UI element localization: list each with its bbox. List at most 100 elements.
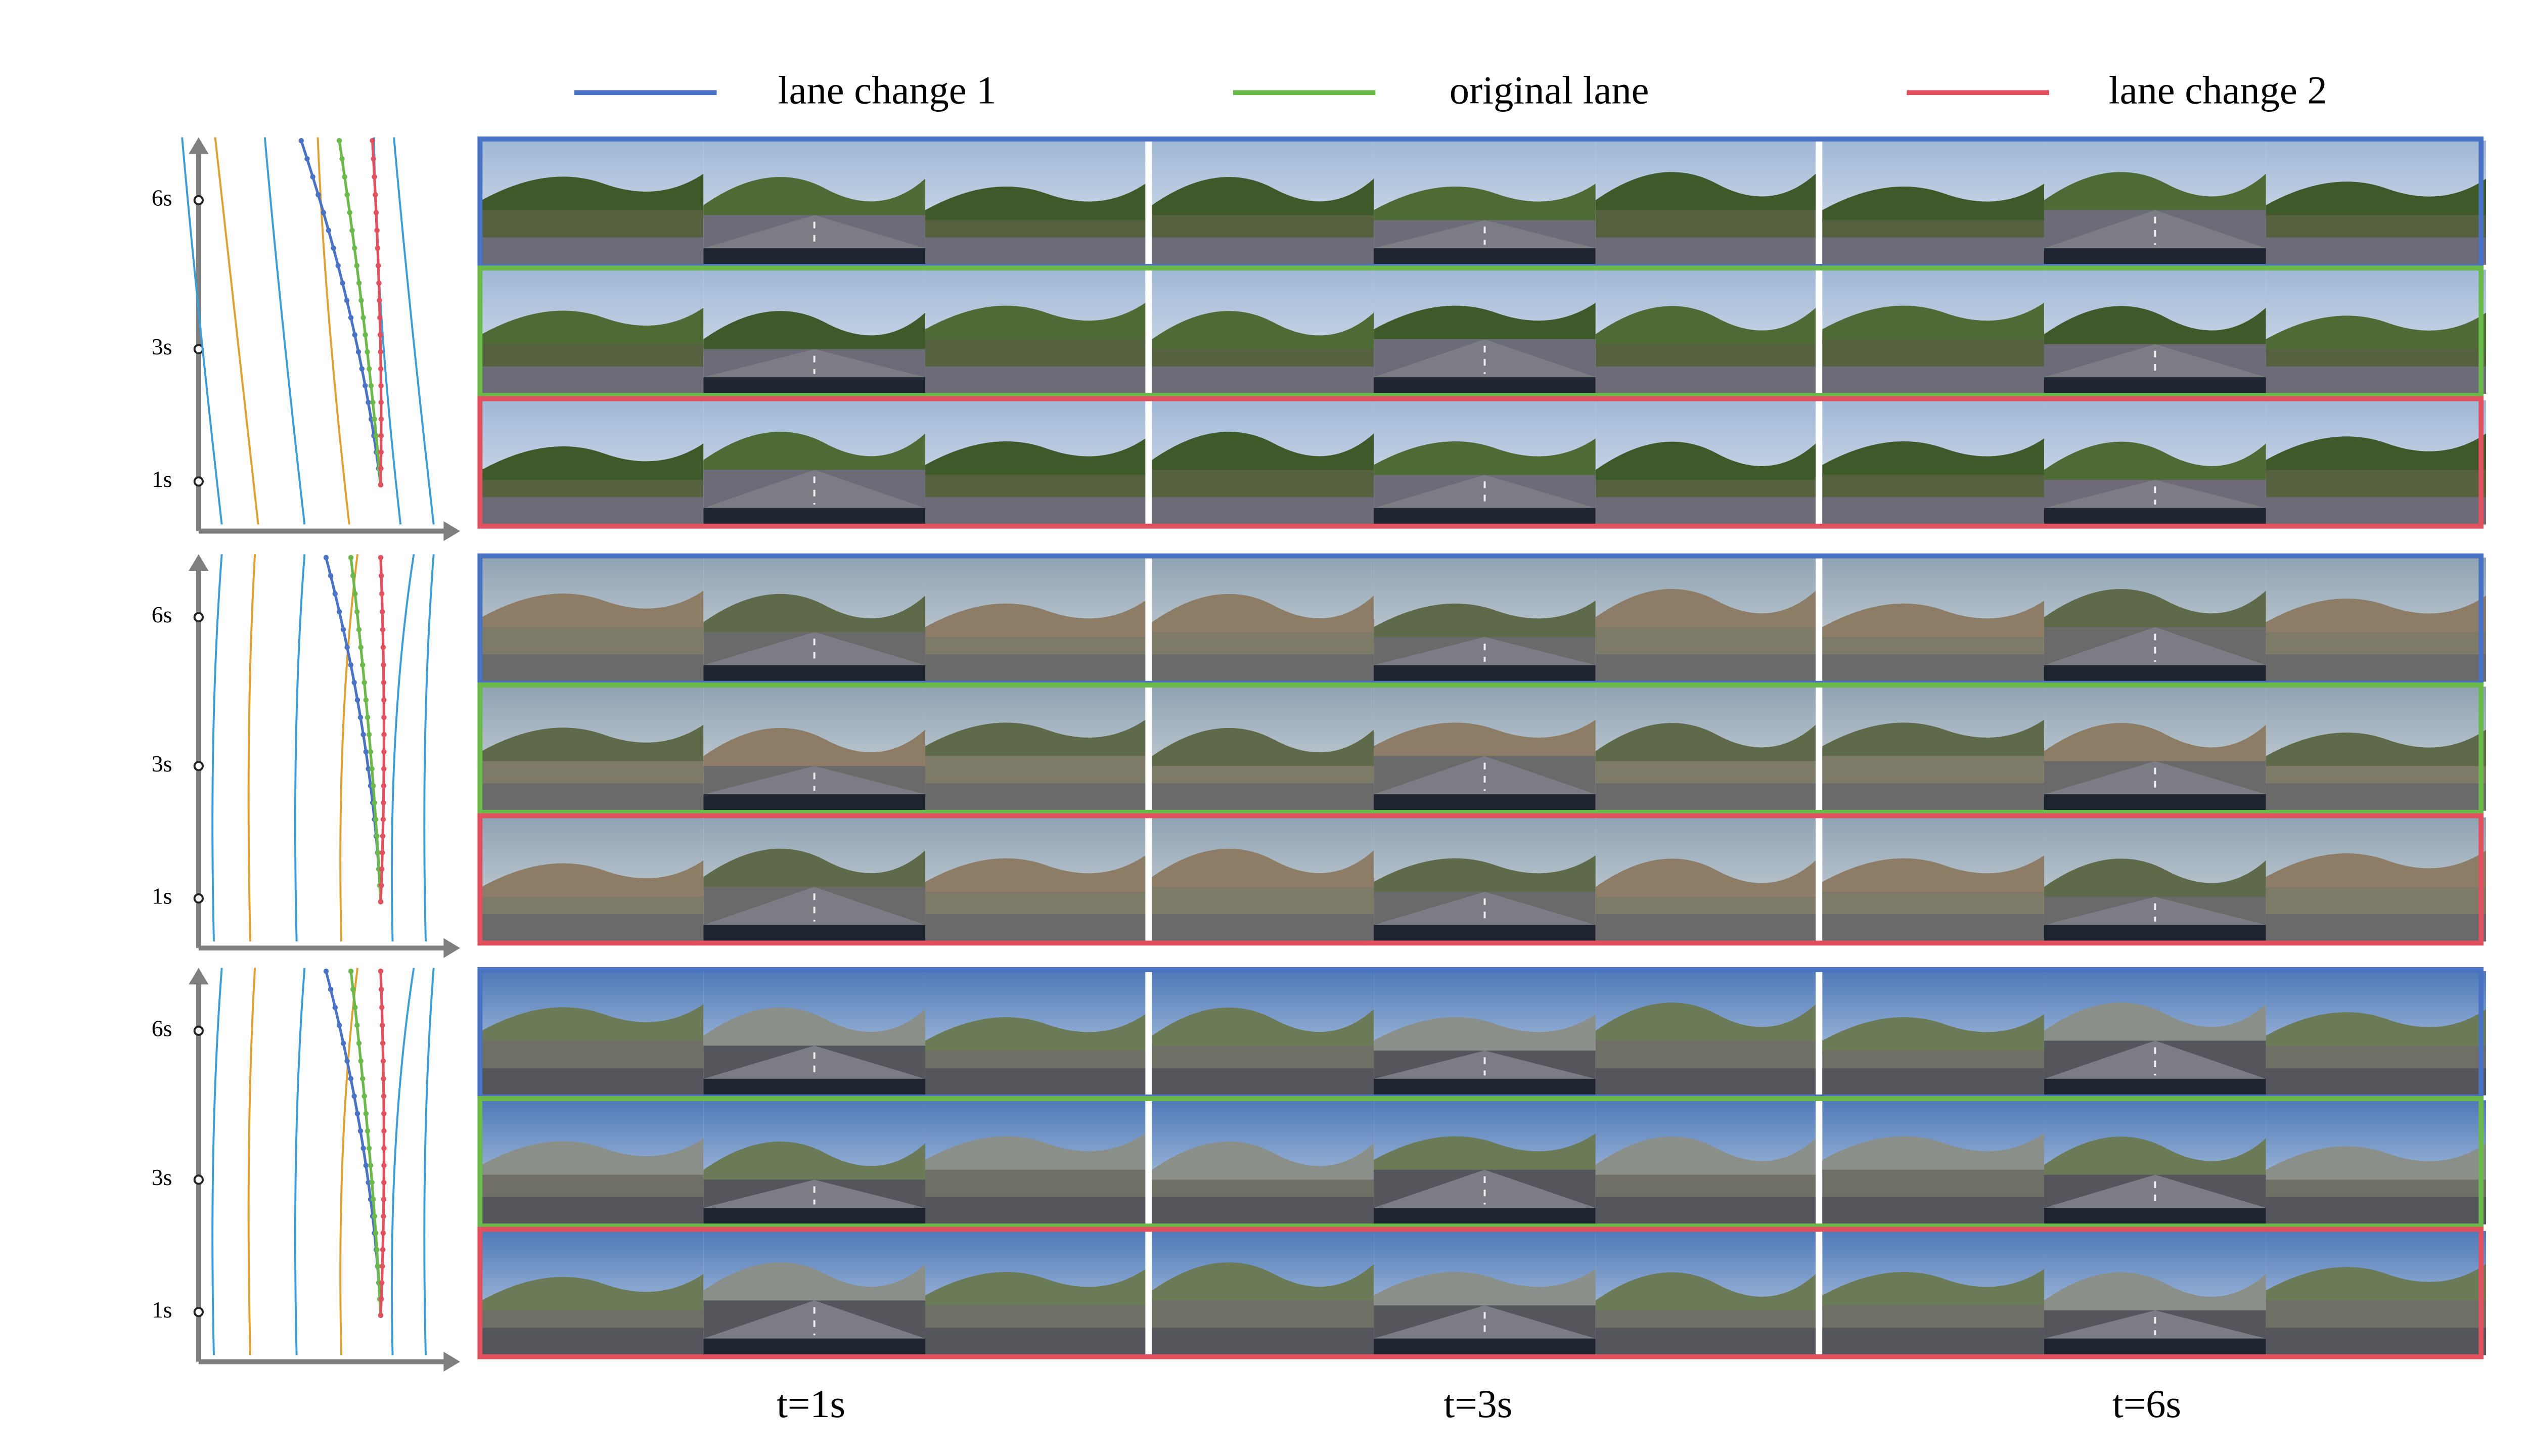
trajectory-point — [371, 783, 376, 789]
y-tick-label: 3s — [152, 751, 172, 777]
camera-horizon — [2266, 1009, 2487, 1049]
camera-hood — [703, 1208, 925, 1224]
trajectory-point — [374, 1247, 380, 1253]
camera-road — [1152, 783, 1374, 811]
lane-line — [247, 968, 256, 1355]
camera-hood — [1374, 1078, 1596, 1096]
camera-horizon — [1374, 1133, 1596, 1173]
trajectory-point — [359, 662, 366, 668]
trajectory-point — [380, 833, 386, 839]
trajectory — [325, 971, 382, 1315]
trajectory-point — [348, 1076, 354, 1081]
camera-road — [1822, 914, 2044, 942]
camera-horizon — [481, 307, 704, 348]
trajectory-point — [378, 968, 384, 974]
trajectory-point — [352, 1005, 358, 1010]
camera-hood — [703, 794, 925, 811]
camera-horizon — [1822, 438, 2044, 478]
y-tick-label: 1s — [152, 466, 172, 492]
y-tick-label: 1s — [152, 1297, 172, 1323]
trajectory-point — [372, 1213, 378, 1219]
row-border — [477, 265, 2484, 398]
trajectory-point — [342, 174, 347, 180]
camera-horizon — [1595, 172, 1816, 214]
camera-horizon — [2044, 1136, 2266, 1178]
trajectory-point — [369, 1179, 375, 1186]
camera-horizon — [703, 594, 925, 635]
trajectory-point — [348, 662, 354, 668]
camera-hood — [2044, 248, 2266, 265]
camera-horizon — [2266, 433, 2487, 473]
trajectory-point — [378, 449, 384, 455]
trajectory-point — [340, 627, 346, 632]
camera-road — [1374, 637, 1596, 665]
trajectory-point — [332, 591, 338, 597]
trajectory-point — [363, 1111, 369, 1117]
camera-road — [1822, 654, 2044, 682]
camera-horizon — [2266, 312, 2487, 353]
trajectory-point — [359, 366, 365, 372]
camera-road — [2044, 344, 2266, 378]
camera-horizon — [2044, 588, 2266, 630]
trajectory-point — [344, 297, 350, 303]
legend-label: lane change 1 — [778, 68, 997, 112]
camera-road — [925, 783, 1146, 811]
x-axis-arrow — [443, 521, 461, 541]
trajectory-point — [357, 714, 364, 720]
trajectory-point — [378, 1312, 384, 1318]
trajectory-point — [374, 228, 380, 233]
camera-horizon — [925, 302, 1146, 343]
trajectory-point — [348, 315, 354, 321]
trajectory-point — [377, 297, 382, 303]
trajectory-point — [354, 1022, 360, 1028]
camera-horizon — [1822, 601, 2044, 641]
trajectory-point — [378, 466, 384, 471]
camera-road — [2044, 1040, 2266, 1079]
trajectory-point — [381, 732, 387, 738]
camera-road — [1374, 892, 1596, 925]
trajectory-point — [373, 192, 378, 198]
trajectory-point — [379, 1005, 385, 1010]
camera-road — [1374, 1051, 1596, 1079]
trajectory-point — [373, 816, 379, 823]
trajectory-point — [340, 1040, 346, 1046]
trajectory-point — [348, 968, 354, 974]
camera-road — [703, 1045, 925, 1079]
trajectory-point — [380, 1058, 386, 1064]
camera-horizon — [1152, 848, 1374, 890]
trajectory-point — [356, 1040, 362, 1046]
camera-horizon — [1595, 1272, 1816, 1314]
camera-road — [925, 1328, 1146, 1355]
camera-road — [1152, 914, 1374, 942]
trajectory-point — [377, 315, 383, 321]
camera-road — [1595, 1197, 1816, 1224]
trajectory-point — [381, 766, 387, 772]
camera-hood — [703, 665, 925, 682]
trajectory-point — [344, 192, 350, 198]
trajectory — [300, 140, 382, 485]
trajectory-point — [344, 1058, 350, 1064]
trajectory-point — [381, 1076, 386, 1081]
camera-horizon — [1822, 1269, 2044, 1309]
time-label: t=1s — [777, 1382, 845, 1426]
camera-hood — [2044, 1078, 2266, 1096]
trajectory-point — [380, 1040, 386, 1046]
camera-horizon — [703, 848, 925, 890]
camera-road — [925, 1197, 1146, 1224]
camera-road — [2044, 627, 2266, 665]
trajectory-point — [368, 383, 374, 389]
camera-road — [925, 1068, 1146, 1096]
camera-road — [1822, 1197, 2044, 1224]
trajectory-point — [375, 245, 381, 251]
column-gap — [1816, 141, 1821, 265]
camera-road — [1374, 220, 1596, 248]
trajectory-point — [360, 732, 366, 738]
camera-road — [1152, 1068, 1374, 1096]
camera-hood — [1374, 1208, 1596, 1224]
trajectory-point — [328, 573, 334, 579]
trajectory-point — [351, 245, 357, 251]
trajectory-point — [332, 1005, 338, 1010]
camera-horizon — [2044, 441, 2266, 483]
trajectory-point — [363, 749, 369, 755]
camera-road — [1595, 497, 1816, 525]
